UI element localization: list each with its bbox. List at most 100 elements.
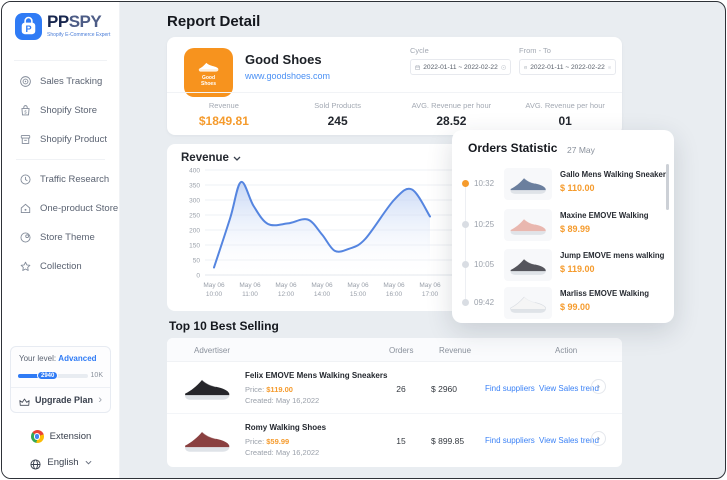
svg-text:$: $ <box>24 109 27 114</box>
level-row: Your level: Advanced <box>11 347 110 363</box>
level-progress-bar: 2940 <box>18 370 88 380</box>
store-badge-line1: Good <box>201 74 216 81</box>
upgrade-plan-button[interactable]: Upgrade Plan › <box>11 387 110 412</box>
svg-text:300: 300 <box>189 197 200 204</box>
product-image <box>180 422 234 458</box>
row-expand-button[interactable]: › <box>591 379 606 394</box>
order-item[interactable]: 10:32 Gallo Mens Walking Sneakers... $ 110… <box>452 166 666 204</box>
view-sales-trend-link[interactable]: View Sales trend <box>539 436 599 445</box>
sidebar-item-collection[interactable]: Collection <box>2 252 119 281</box>
column-header-action: Action <box>555 346 578 355</box>
sidebar-item-one-product-store[interactable]: One-product Store <box>2 194 119 223</box>
calendar-icon <box>524 65 528 69</box>
find-suppliers-link[interactable]: Find suppliers <box>485 384 535 393</box>
theme-icon <box>19 231 32 244</box>
divider <box>16 159 105 160</box>
star-icon <box>19 260 32 273</box>
crown-icon <box>19 395 30 406</box>
clear-icon[interactable] <box>607 64 611 71</box>
sidebar-menu: Sales Tracking $ Shopify Store Shopify Prod… <box>2 67 119 281</box>
stat-label: AVG. Revenue per hour <box>525 100 605 110</box>
from-to-date-field[interactable]: 2022-01-11 ~ 2022-02-22 <box>519 59 616 75</box>
product-created: Created: May 16,2022 <box>245 396 320 405</box>
revenue-cell: $ 2960 <box>431 384 457 394</box>
stat-avg-revenue-per-hour: AVG. Revenue per hour 28.52 <box>395 93 509 135</box>
upgrade-plan-label: Upgrade Plan <box>35 395 94 405</box>
svg-text:50: 50 <box>193 257 201 264</box>
sidebar-item-label: One-product Store <box>40 203 119 214</box>
sidebar-item-shopify-store[interactable]: $ Shopify Store <box>2 96 119 125</box>
svg-text:May 06: May 06 <box>311 282 333 289</box>
sidebar-item-label: Sales Tracking <box>40 76 103 87</box>
progress-max-label: 10K <box>90 372 103 379</box>
order-item[interactable]: 10:05 Jump EMOVE mens walking s... $ 119.0… <box>452 247 666 285</box>
progress-badge: 2940 <box>37 370 59 380</box>
column-header-revenue: Revenue <box>439 346 472 355</box>
sidebar-item-traffic-research[interactable]: Traffic Research <box>2 165 119 194</box>
svg-text:150: 150 <box>189 242 200 249</box>
product-created: Created: May 16,2022 <box>245 448 320 457</box>
from-to-label: From - To <box>519 46 551 55</box>
scrollbar[interactable] <box>666 164 669 210</box>
sidebar-item-store-theme[interactable]: Store Theme <box>2 223 119 252</box>
chevron-right-icon: › <box>98 393 102 406</box>
extension-link[interactable]: Extension <box>2 430 120 443</box>
product-price: Price: $59.99 <box>245 437 290 446</box>
store-name: Good Shoes <box>245 52 322 67</box>
language-label: English <box>47 457 79 468</box>
svg-text:May 06: May 06 <box>203 282 225 289</box>
stat-label: AVG. Revenue per hour <box>411 100 492 110</box>
store-url-link[interactable]: www.goodshoes.com <box>245 71 331 81</box>
sidebar-item-sales-tracking[interactable]: Sales Tracking <box>2 67 119 96</box>
revenue-metric-dropdown[interactable]: Revenue <box>181 152 241 164</box>
target-icon <box>19 75 32 88</box>
order-item[interactable]: 10:25 Maxine EMOVE Walking $ 89.99 <box>452 207 664 245</box>
orders-cell: 26 <box>396 384 406 394</box>
product-thumbnail <box>504 209 552 241</box>
find-suppliers-link[interactable]: Find suppliers <box>485 436 535 445</box>
svg-text:250: 250 <box>189 212 200 219</box>
svg-text:15:00: 15:00 <box>350 291 367 298</box>
sidebar-item-shopify-product[interactable]: Shopify Product <box>2 125 119 154</box>
language-selector[interactable]: English <box>2 457 120 470</box>
divider <box>167 92 622 93</box>
svg-text:10:00: 10:00 <box>206 291 223 298</box>
orders-panel-date: 27 May <box>567 145 595 155</box>
ppspy-logo[interactable]: P PPSPY Shopify E-Commerce Expert <box>15 13 110 45</box>
sidebar-item-label: Shopify Store <box>40 105 98 116</box>
cycle-date-field[interactable]: 2022-01-11 ~ 2022-02-22 <box>410 59 511 75</box>
svg-text:May 06: May 06 <box>239 282 261 289</box>
level-value: Advanced <box>58 354 97 363</box>
svg-text:14:00: 14:00 <box>314 291 331 298</box>
brand-name: PPSPY <box>47 13 110 31</box>
column-header-advertiser: Advertiser <box>194 346 231 355</box>
timeline-dot <box>462 180 469 187</box>
calendar-icon <box>415 64 420 70</box>
best-selling-table: Advertiser Orders Revenue Action Felix EMOV… <box>167 338 622 467</box>
table-row[interactable]: Felix EMOVE Mens Walking Sneakers Price: … <box>167 362 622 414</box>
cycle-group: Cycle 2022-01-11 ~ 2022-02-22 <box>410 46 511 75</box>
orders-statistic-panel: Orders Statistic 27 May 10:32 Gallo Mens … <box>452 130 674 323</box>
revenue-cell: $ 899.85 <box>431 436 465 446</box>
store-logo: Good Shoes <box>184 48 233 97</box>
clear-icon[interactable] <box>500 64 506 71</box>
from-to-group: From - To 2022-01-11 ~ 2022-02-22 <box>519 46 616 75</box>
order-product-name: Maxine EMOVE Walking <box>560 211 649 220</box>
row-expand-button[interactable]: › <box>591 431 606 446</box>
product-price: Price: $119.00 <box>245 385 293 394</box>
chevron-down-icon <box>233 156 241 161</box>
stats-row: Revenue $1849.81 Sold Products 245 AVG. Reve… <box>167 93 622 135</box>
view-sales-trend-link[interactable]: View Sales trend <box>539 384 599 393</box>
svg-text:0: 0 <box>196 272 200 279</box>
level-card: Your level: Advanced 2940 10K Upgrade Pl… <box>10 346 111 413</box>
level-progress-fill <box>18 373 55 378</box>
table-row[interactable]: Romy Walking Shoes Price: $59.99 Created: … <box>167 414 622 466</box>
svg-text:May 06: May 06 <box>347 282 369 289</box>
svg-text:May 06: May 06 <box>419 282 441 289</box>
extension-label: Extension <box>49 431 92 442</box>
order-item[interactable]: 09:42 Marliss EMOVE Walking $ 99.00 <box>452 285 664 323</box>
globe-icon <box>30 457 41 470</box>
store-bag-icon: $ <box>19 104 32 117</box>
sidebar: P PPSPY Shopify E-Commerce Expert Sales … <box>2 2 120 478</box>
